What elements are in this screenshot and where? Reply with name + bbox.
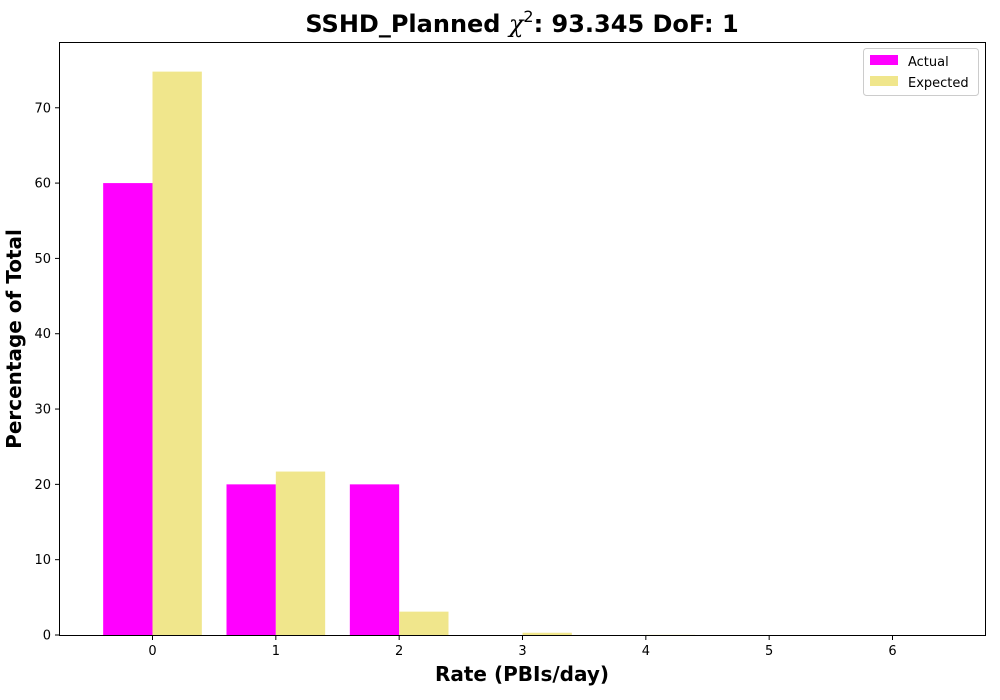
x-axis-label: Rate (PBIs/day) [435, 662, 609, 686]
x-axis-ticks: 0 1 2 3 4 5 6 [148, 635, 897, 659]
legend-swatch-expected [870, 76, 898, 86]
bar-expected-1 [275, 471, 326, 635]
x-tick-label: 0 [148, 644, 156, 659]
bar-expected-0 [152, 71, 202, 636]
legend-swatch-actual [870, 55, 898, 65]
y-tick-label: 70 [34, 101, 51, 116]
legend-label-expected: Expected [908, 76, 969, 91]
bar-actual-1 [226, 484, 276, 635]
plot-frame [59, 42, 986, 636]
chart-title: SSHD_Planned χ2: 93.345 DoF: 1 [305, 7, 738, 38]
x-tick-label: 1 [272, 644, 280, 659]
y-tick-label: 40 [34, 327, 51, 342]
bars-layer [103, 71, 696, 636]
legend: Actual Expected [863, 48, 979, 96]
x-tick-label: 4 [642, 644, 650, 659]
legend-label-actual: Actual [908, 55, 949, 70]
bar-expected-2 [399, 611, 449, 635]
y-axis-ticks: 0 10 20 30 40 50 60 70 [34, 101, 60, 644]
x-tick-label: 6 [888, 644, 896, 659]
y-tick-label: 50 [34, 252, 51, 267]
y-tick-label: 30 [34, 403, 51, 418]
y-tick-label: 10 [34, 553, 51, 568]
x-tick-label: 2 [395, 644, 403, 659]
y-axis-label: Percentage of Total [2, 229, 26, 449]
y-tick-label: 0 [43, 629, 51, 644]
y-tick-label: 20 [34, 478, 51, 493]
bar-actual-2 [349, 484, 400, 635]
bar-actual-0 [103, 183, 153, 635]
x-tick-label: 3 [518, 644, 526, 659]
x-tick-label: 5 [765, 644, 773, 659]
bar-expected-3 [522, 632, 572, 635]
y-tick-label: 60 [34, 177, 51, 192]
